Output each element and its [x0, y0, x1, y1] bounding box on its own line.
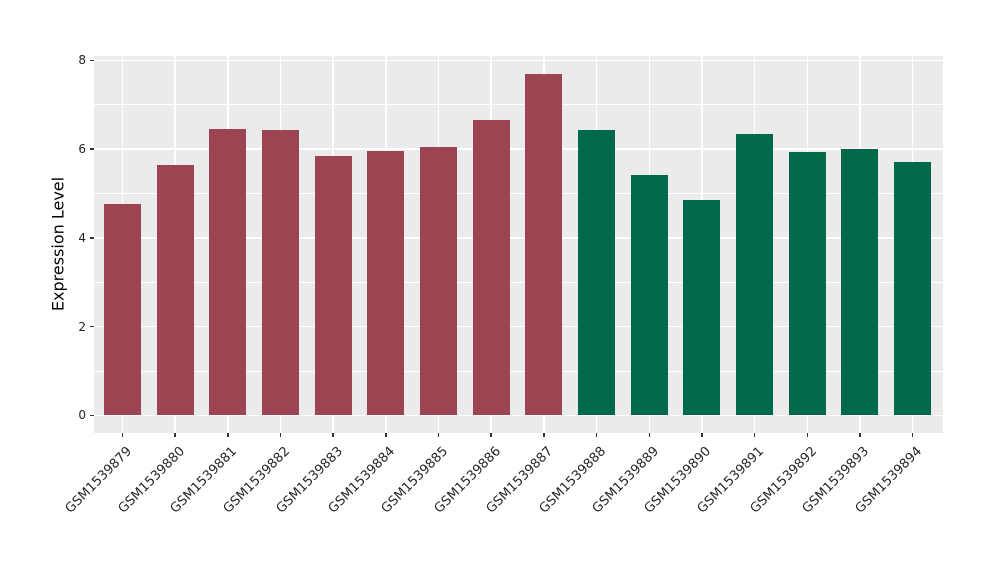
gridline-major-y8 [94, 59, 943, 62]
y-tick-label-4: 4 [78, 230, 86, 245]
bar-GSM1539890 [683, 199, 721, 416]
bar-GSM1539891 [736, 133, 774, 416]
x-tick-GSM1539882 [279, 433, 282, 437]
x-tick-GSM1539890 [701, 433, 703, 437]
gridline-minor-y7 [94, 104, 943, 106]
bar-GSM1539893 [841, 149, 879, 416]
y-tick-8 [90, 59, 94, 62]
x-tick-GSM1539894 [911, 433, 914, 437]
x-tick-GSM1539888 [595, 433, 598, 437]
x-tick-GSM1539893 [859, 433, 861, 437]
bar-GSM1539881 [209, 128, 247, 416]
bar-GSM1539887 [525, 73, 563, 416]
x-tick-GSM1539886 [490, 433, 492, 437]
x-tick-GSM1539891 [753, 433, 756, 437]
x-tick-GSM1539885 [437, 433, 440, 437]
bar-GSM1539885 [420, 147, 458, 416]
gridline-major-y6 [94, 148, 943, 150]
gridline-minor-y5 [94, 193, 943, 194]
y-tick-label-8: 8 [78, 53, 86, 68]
y-tick-label-2: 2 [78, 319, 86, 334]
x-tick-GSM1539884 [385, 433, 387, 437]
bar-GSM1539888 [578, 129, 616, 416]
y-tick-2 [90, 325, 94, 328]
y-tick-4 [90, 237, 94, 239]
bar-GSM1539879 [104, 204, 141, 416]
y-tick-label-0: 0 [78, 408, 86, 423]
x-tick-GSM1539887 [543, 433, 545, 437]
x-tick-GSM1539883 [332, 433, 334, 437]
bar-GSM1539880 [156, 164, 194, 416]
bar-GSM1539894 [894, 161, 932, 416]
gridline-major-y2 [94, 325, 943, 328]
x-tick-GSM1539892 [806, 433, 808, 437]
gridline-major-y0 [94, 414, 943, 416]
bar-GSM1539889 [630, 174, 668, 416]
plot-panel [94, 56, 943, 433]
bar-GSM1539884 [367, 150, 405, 416]
x-tick-GSM1539879 [121, 433, 124, 437]
bar-GSM1539883 [314, 156, 352, 416]
x-tick-GSM1539889 [648, 433, 650, 437]
x-tick-GSM1539880 [174, 433, 176, 437]
gridline-major-y4 [94, 237, 943, 239]
y-tick-0 [90, 414, 94, 416]
x-tick-GSM1539881 [227, 433, 229, 437]
y-tick-label-6: 6 [78, 142, 86, 157]
gridline-minor-y1 [94, 370, 943, 372]
y-tick-6 [90, 148, 94, 150]
bar-GSM1539882 [262, 129, 299, 416]
bar-GSM1539886 [472, 119, 510, 416]
bar-GSM1539892 [788, 152, 826, 416]
gridline-minor-y3 [94, 281, 943, 283]
